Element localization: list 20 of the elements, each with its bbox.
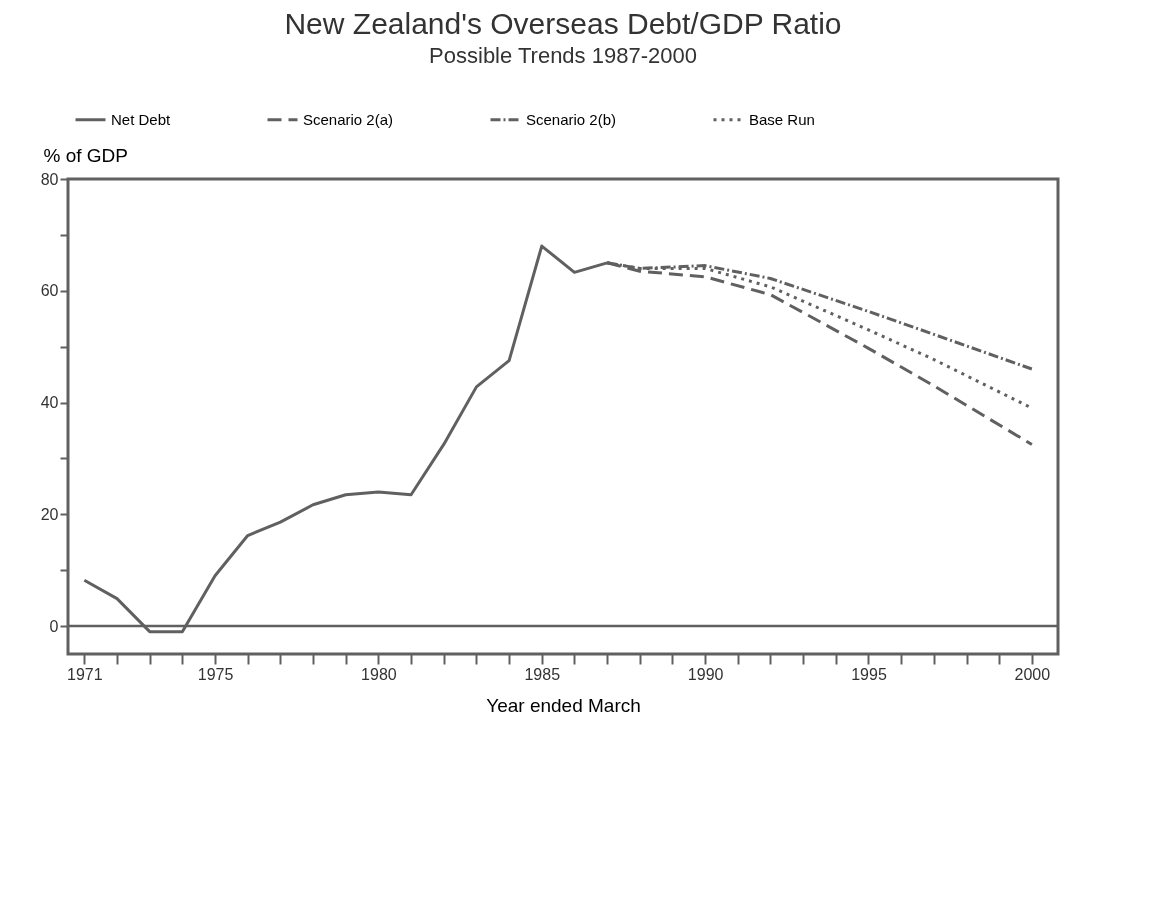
legend-label: Base Run <box>749 110 815 128</box>
legend-label: Net Debt <box>111 110 172 128</box>
y-tick-label: 80 <box>40 170 59 188</box>
chart-subtitle: Possible Trends 1987-2000 <box>429 43 697 68</box>
chart-title: New Zealand's Overseas Debt/GDP Ratio <box>284 7 842 40</box>
y-axis-title: % of GDP <box>43 144 128 166</box>
x-tick-label: 2000 <box>1014 665 1051 683</box>
x-axis-title: Year ended March <box>486 694 641 716</box>
y-tick-label: 0 <box>49 617 59 635</box>
y-tick-label: 40 <box>40 394 59 412</box>
x-tick-label: 1990 <box>687 665 724 683</box>
x-tick-label: 1975 <box>197 665 234 683</box>
y-tick-label: 20 <box>40 505 59 523</box>
x-tick-label: 1985 <box>524 665 561 683</box>
legend-label: Scenario 2(a) <box>303 110 394 128</box>
x-tick-label: 1995 <box>851 665 887 683</box>
y-tick-label: 60 <box>40 282 59 300</box>
x-tick-label: 1980 <box>361 665 397 683</box>
legend-label: Scenario 2(b) <box>526 110 617 128</box>
x-tick-label: 1971 <box>67 665 103 683</box>
